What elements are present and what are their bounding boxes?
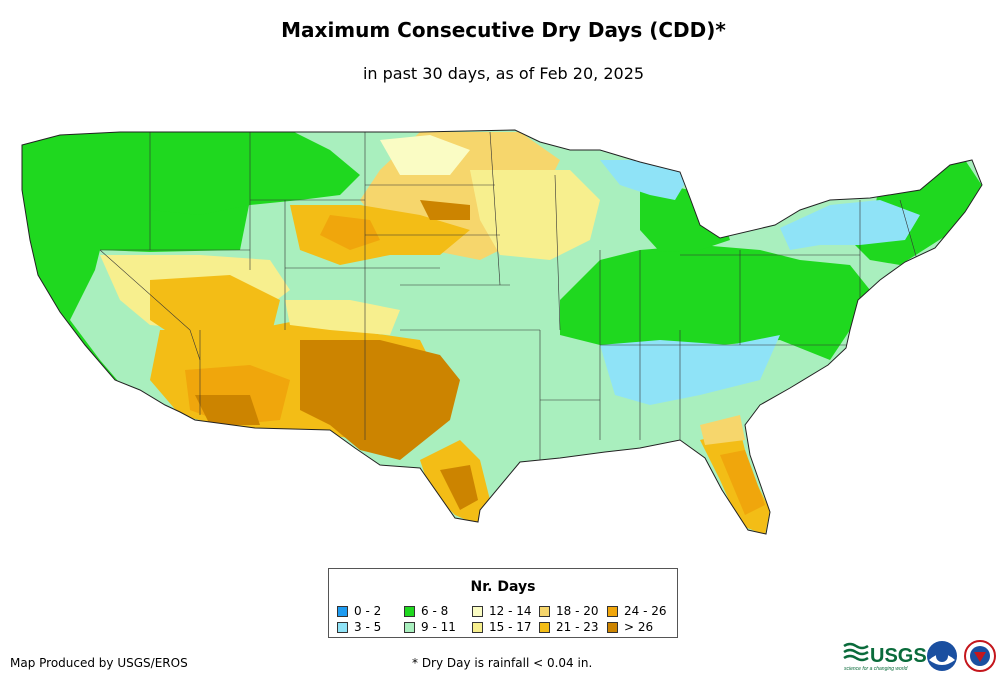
legend-item: 9 - 11 xyxy=(404,620,456,634)
legend-item: 0 - 2 xyxy=(337,604,381,618)
legend-label: 3 - 5 xyxy=(354,620,382,634)
usgs-logo: USGS science for a changing world xyxy=(843,642,927,672)
legend-item: 24 - 26 xyxy=(607,604,667,618)
legend-swatch xyxy=(607,605,618,617)
map-title: Maximum Consecutive Dry Days (CDD)* xyxy=(281,18,726,42)
legend-label: 9 - 11 xyxy=(421,620,456,634)
legend-label: 0 - 2 xyxy=(354,604,382,618)
legend-item: > 26 xyxy=(607,620,653,634)
usgs-tagline: science for a changing world xyxy=(844,666,908,672)
legend-swatch xyxy=(337,621,348,633)
legend-item: 12 - 14 xyxy=(472,604,532,618)
legend-label: > 26 xyxy=(624,620,654,634)
usgs-wordmark: USGS xyxy=(870,645,927,667)
us-cdd-map xyxy=(21,129,983,535)
legend-swatch xyxy=(607,621,618,633)
legend-title: Nr. Days xyxy=(470,579,536,595)
legend-item: 18 - 20 xyxy=(539,604,599,618)
legend-label: 12 - 14 xyxy=(489,604,532,618)
legend-swatch xyxy=(472,605,483,617)
legend-label: 21 - 23 xyxy=(556,620,599,634)
legend-swatch xyxy=(472,621,483,633)
agency-logos: USGS science for a changing world xyxy=(843,640,996,672)
legend-label: 24 - 26 xyxy=(624,604,667,618)
legend-item: 21 - 23 xyxy=(539,620,599,634)
footnote: * Dry Day is rainfall < 0.04 in. xyxy=(412,656,593,670)
legend-swatch xyxy=(337,605,348,617)
legend-label: 6 - 8 xyxy=(421,604,449,618)
legend-swatch xyxy=(404,621,415,633)
legend-label: 15 - 17 xyxy=(489,620,532,634)
legend-swatch xyxy=(539,605,550,617)
legend: Nr. Days 0 - 2 3 - 5 6 - 8 9 - 11 12 - 1… xyxy=(328,568,678,638)
credit-text: Map Produced by USGS/EROS xyxy=(10,656,188,670)
legend-item: 6 - 8 xyxy=(404,604,448,618)
legend-swatch xyxy=(404,605,415,617)
legend-label: 18 - 20 xyxy=(556,604,599,618)
noaa-logo xyxy=(927,641,957,671)
legend-item: 15 - 17 xyxy=(472,620,532,634)
legend-item: 3 - 5 xyxy=(337,620,381,634)
nws-logo xyxy=(964,640,996,672)
map-subtitle: in past 30 days, as of Feb 20, 2025 xyxy=(362,64,645,83)
legend-swatch xyxy=(539,621,550,633)
